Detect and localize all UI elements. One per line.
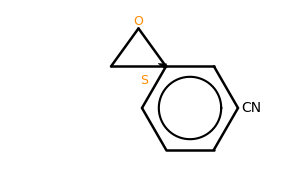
Text: O: O [134, 15, 144, 28]
Text: CN: CN [241, 101, 261, 115]
Polygon shape [158, 63, 167, 69]
Text: S: S [140, 74, 148, 87]
